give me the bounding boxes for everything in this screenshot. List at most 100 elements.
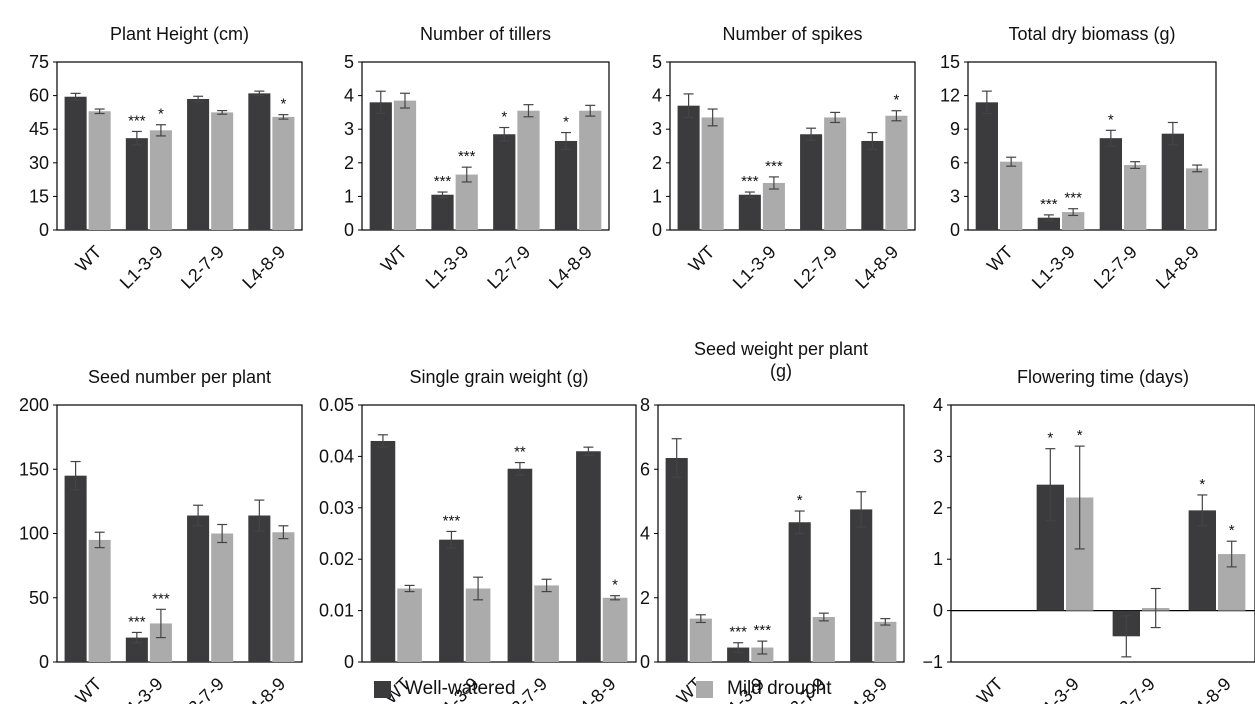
y-tick-label: 0 xyxy=(39,652,49,672)
y-tick-label: 0 xyxy=(344,652,354,672)
y-tick-label: 2 xyxy=(344,153,354,173)
y-tick-label: 75 xyxy=(29,52,49,72)
y-tick-label: 150 xyxy=(19,459,49,479)
significance-label: * xyxy=(280,96,286,113)
y-tick-label: 0.01 xyxy=(319,601,354,621)
significance-label: *** xyxy=(128,613,146,630)
x-tick-label: L1-3-9 xyxy=(116,242,167,293)
significance-label: * xyxy=(501,109,507,126)
y-tick-label: 4 xyxy=(933,395,943,415)
significance-label: * xyxy=(563,114,569,131)
significance-label: * xyxy=(1199,476,1205,493)
chart-title: Number of spikes xyxy=(722,24,862,44)
significance-label: *** xyxy=(1040,196,1058,213)
y-tick-label: 2 xyxy=(652,153,662,173)
x-tick-label: L2-7-9 xyxy=(177,242,228,293)
chart-title: (g) xyxy=(770,361,792,381)
bar-mild-drought xyxy=(1000,161,1023,230)
bar-well-watered xyxy=(738,194,761,230)
chart-title: Plant Height (cm) xyxy=(110,24,249,44)
bar-mild-drought xyxy=(465,588,491,662)
bar-well-watered xyxy=(1099,138,1122,230)
significance-label: *** xyxy=(729,624,747,641)
significance-label: *** xyxy=(1064,190,1082,207)
chart-title: Seed number per plant xyxy=(88,367,271,387)
bar-well-watered xyxy=(800,134,823,230)
y-tick-label: 100 xyxy=(19,524,49,544)
bar-mild-drought xyxy=(751,647,774,662)
bar-well-watered xyxy=(64,475,87,662)
bar-mild-drought xyxy=(211,112,234,230)
bar-mild-drought xyxy=(534,585,559,662)
significance-label: * xyxy=(612,577,618,594)
bar-well-watered xyxy=(665,458,688,662)
bar-mild-drought xyxy=(579,110,602,230)
bar-well-watered xyxy=(975,102,998,230)
bar-well-watered xyxy=(369,102,392,230)
plot-frame xyxy=(669,61,916,231)
y-tick-label: 1 xyxy=(933,549,943,569)
y-tick-label: 3 xyxy=(652,119,662,139)
y-tick-label: 0.05 xyxy=(319,395,354,415)
legend-swatch-mild-drought xyxy=(696,680,713,698)
y-tick-label: 0 xyxy=(933,601,943,621)
bar-mild-drought xyxy=(689,618,712,662)
significance-label: *** xyxy=(443,512,461,529)
significance-label: *** xyxy=(458,148,476,165)
significance-label: * xyxy=(893,92,899,109)
x-tick-label: L4-8-9 xyxy=(1152,242,1203,293)
bar-well-watered xyxy=(248,515,271,662)
significance-label: * xyxy=(158,106,164,123)
y-tick-label: 5 xyxy=(652,52,662,72)
bar-mild-drought xyxy=(149,130,172,230)
plot-frame xyxy=(361,404,637,663)
bar-well-watered xyxy=(554,140,578,230)
plot-frame xyxy=(950,404,1255,663)
bar-mild-drought xyxy=(602,597,628,662)
bar-mild-drought xyxy=(149,623,172,662)
y-tick-label: 2 xyxy=(933,498,943,518)
y-tick-label: −1 xyxy=(922,652,943,672)
bar-well-watered xyxy=(370,440,396,662)
legend-swatch-well-watered xyxy=(374,680,391,698)
bar-well-watered xyxy=(125,637,148,662)
bar-well-watered xyxy=(493,134,516,230)
legend-label-well-watered: Well-watered xyxy=(405,678,516,699)
chart-title: Seed weight per plant xyxy=(694,339,868,359)
chart-panel-6: Single grain weight (g) 0 0.01 0.02 0.03 0.04… xyxy=(319,367,637,704)
y-tick-label: 3 xyxy=(933,446,943,466)
y-tick-label: 4 xyxy=(344,86,354,106)
y-tick-label: 4 xyxy=(640,524,650,544)
bar-mild-drought xyxy=(397,588,422,662)
bar-well-watered xyxy=(677,105,700,230)
x-tick-label: L4-8-9 xyxy=(851,242,902,293)
bar-mild-drought xyxy=(517,110,540,230)
x-tick-label: WT xyxy=(377,242,411,276)
bar-well-watered xyxy=(248,93,271,230)
significance-label: * xyxy=(797,492,803,509)
y-tick-label: 4 xyxy=(652,86,662,106)
x-tick-label: WT xyxy=(983,242,1017,276)
bar-mild-drought xyxy=(885,115,908,230)
bar-mild-drought xyxy=(211,533,234,662)
bar-well-watered xyxy=(727,647,750,662)
y-tick-label: 60 xyxy=(29,86,49,106)
chart-panel-3: Number of spikes 0 1 2 3 4 5 WT *** *** L1-3-9 L2-7… xyxy=(652,24,916,293)
bar-mild-drought xyxy=(824,117,847,230)
bar-well-watered xyxy=(576,451,601,662)
significance-label: *** xyxy=(434,173,452,190)
chart-panel-2: Number of tillers 0 1 2 3 4 5 WT *** *** L1-3-9 * L2… xyxy=(344,24,610,293)
x-tick-label: L2-7-9 xyxy=(483,242,534,293)
x-tick-label: L1-3-9 xyxy=(422,242,473,293)
bar-mild-drought xyxy=(272,116,295,230)
bar-well-watered xyxy=(861,140,884,230)
x-tick-label: L1-3-9 xyxy=(729,242,780,293)
y-tick-label: 0.04 xyxy=(319,446,354,466)
chart-panel-5: Seed number per plant050100150200WT*****… xyxy=(19,367,303,704)
bar-well-watered xyxy=(64,96,87,230)
bar-well-watered xyxy=(439,539,464,662)
y-tick-label: 0.03 xyxy=(319,498,354,518)
y-tick-label: 1 xyxy=(652,186,662,206)
x-tick-label: L1-3-9 xyxy=(1028,242,1079,293)
